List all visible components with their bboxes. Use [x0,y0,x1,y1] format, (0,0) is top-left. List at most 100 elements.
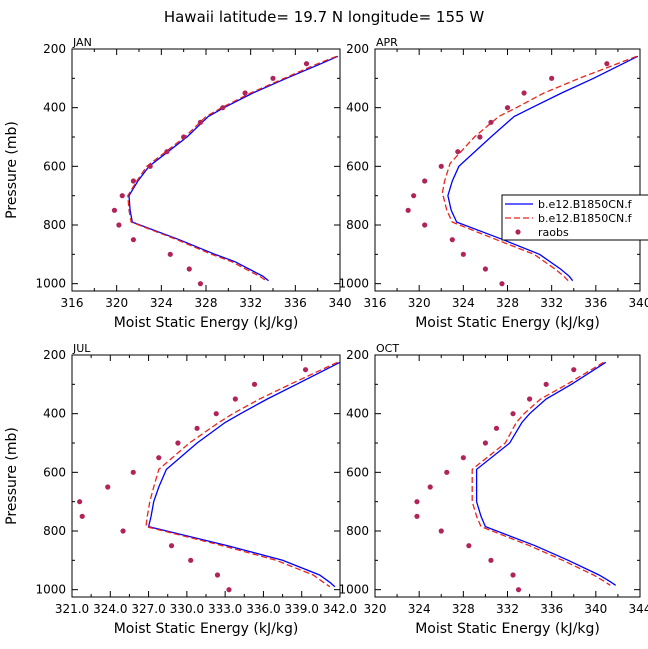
x-tick-label: 332 [540,296,563,310]
panel-label-jan: JAN [72,36,92,49]
series-line-dashed [441,55,637,282]
panel-oct: OCT 320 324 328 332 336 340 344 200 400 600 800 1000… [338,342,648,637]
y-tick-label: 1000 [35,277,66,291]
panel-jan: JAN 316 320 324 328 332 336 340 200 400 600 800 1000… [4,36,351,331]
raobs-point [510,572,516,578]
raobs-point [493,425,500,431]
y-tick-label: 1000 [35,583,66,597]
y-tick-label: 800 [346,524,369,538]
raobs-point [197,281,204,287]
raobs-point [79,513,85,519]
series-line-dashed [145,361,338,588]
x-tick-label: 321.0 [55,602,89,616]
x-tick-label: 324 [150,296,173,310]
raobs-point [422,222,428,228]
x-tick-label: 320 [408,296,431,310]
x-tick-label: 340 [329,296,352,310]
raobs-point [213,411,219,417]
figure-title: Hawaii latitude= 19.7 N longitude= 155 W [164,8,484,26]
raobs-point [504,105,511,111]
raobs-point [571,367,577,373]
y-tick-label: 600 [43,465,66,479]
x-tick-label: 316 [61,296,84,310]
y-tick-label: 800 [346,218,369,232]
raobs-point [303,61,310,67]
raobs-point [411,193,417,199]
x-tick-label: 336.0 [246,602,280,616]
raobs-point [130,178,137,184]
raobs-point [156,455,162,461]
y-tick-label: 600 [346,159,369,173]
y-axis-label: Pressure (mb) [4,121,20,219]
x-tick-label: 324 [452,296,475,310]
x-tick-label: 328 [496,296,519,310]
raobs-point [515,587,522,593]
raobs-point [197,119,204,125]
raobs-point [521,90,527,96]
raobs-point [444,469,450,475]
raobs-point [220,105,226,111]
legend-entry-0: b.e12.B1850CN.f [538,198,633,211]
panel-label-apr: APR [376,36,398,49]
x-tick-label: 328 [452,602,475,616]
raobs-point [186,266,192,272]
x-tick-label: 327.0 [131,602,165,616]
y-tick-label: 200 [346,348,369,362]
raobs-point [499,281,505,287]
raobs-point [242,90,248,96]
series-line-dashed [127,55,337,282]
raobs-point [147,163,153,169]
raobs-point [526,396,533,402]
data-layer [77,361,340,593]
y-tick-label: 600 [43,159,66,173]
raobs-point [482,440,489,446]
raobs-point [120,528,126,534]
raobs-point [604,61,610,67]
x-axis-label: Moist Static Energy (kJ/kg) [415,315,600,331]
raobs-point [214,572,221,578]
y-tick-label: 800 [43,218,66,232]
y-tick-label: 400 [346,101,369,115]
panel-apr: APR 316 320 324 328 332 336 340 200 400 600 800 1000… [338,36,648,331]
raobs-point [482,266,489,272]
raobs-point [543,381,549,387]
x-tick-label: 320 [105,296,128,310]
plot-frame-jan [71,48,341,292]
legend-entry-1: b.e12.B1850CN.f [538,212,633,225]
data-layer [414,361,617,593]
x-tick-label: 336 [540,602,563,616]
plot-frame-oct [374,354,641,598]
plot-frame-apr [374,48,641,292]
x-axis-label: Moist Static Energy (kJ/kg) [415,621,600,637]
raobs-point [119,193,125,199]
y-tick-label: 800 [43,524,66,538]
legend-entry-2: raobs [538,226,569,239]
raobs-point [549,75,555,81]
x-tick-label: 336 [284,296,307,310]
raobs-point [422,178,428,184]
raobs-point [460,251,466,257]
raobs-point [130,469,136,475]
raobs-point [181,134,187,140]
raobs-point [438,528,444,534]
y-tick-label: 600 [346,465,369,479]
raobs-point [427,484,433,490]
plot-frame-jul [71,354,341,598]
panel-jul: JUL 321.0 324.0 327.0 330.0 333.0 336.0 339.0 34… [4,342,357,637]
panel-label-jul: JUL [72,342,91,355]
series-line-solid [128,55,339,282]
x-tick-label: 340 [584,602,607,616]
series-line-dashed [471,361,611,586]
raobs-point [414,499,420,505]
raobs-point [405,207,411,213]
raobs-point [488,119,494,125]
raobs-point [455,149,461,155]
raobs-point [168,543,175,549]
x-axis-label: Moist Static Energy (kJ/kg) [114,621,299,637]
y-tick-label: 200 [43,348,66,362]
raobs-point [510,411,516,417]
raobs-point [105,484,111,490]
raobs-point [488,557,494,563]
y-tick-label: 1000 [338,583,369,597]
